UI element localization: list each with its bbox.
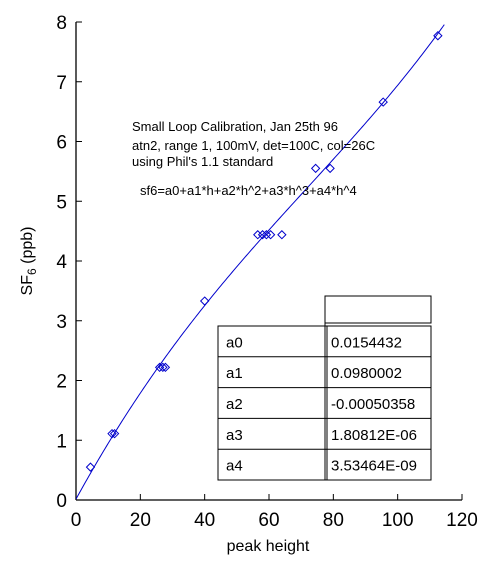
table-coef-name: a0 — [226, 334, 243, 351]
y-tick-label: 7 — [56, 73, 67, 94]
table-coef-value: 0.0154432 — [331, 334, 402, 351]
table-coef-name: a1 — [226, 365, 243, 382]
x-tick-label: 120 — [446, 510, 478, 531]
y-axis-label-main: SF — [19, 275, 36, 296]
x-tick-label: 20 — [130, 510, 151, 531]
data-point — [199, 296, 210, 306]
table-header-cell — [324, 295, 432, 324]
table-coef-name: a4 — [226, 458, 243, 475]
table-coef-value: 3.53464E-09 — [331, 458, 417, 475]
data-point — [378, 97, 388, 107]
x-axis-label: peak height — [227, 538, 310, 555]
table-coef-value: 1.80812E-06 — [331, 427, 417, 444]
x-tick-label: 0 — [71, 510, 82, 531]
x-tick-label: 40 — [194, 510, 215, 531]
annotation-line-2: atn2, range 1, 100mV, det=100C, col=26C — [132, 138, 375, 153]
data-point — [261, 230, 272, 240]
fit-curve-layer — [76, 24, 445, 500]
y-tick-label: 5 — [56, 192, 67, 213]
table-coef-value: 0.0980002 — [331, 365, 402, 382]
data-point — [265, 230, 276, 240]
axis-ticks: 0 20 40 60 80 100 120 0 1 2 3 4 5 6 7 8 — [56, 13, 477, 531]
data-point — [109, 428, 120, 439]
data-points-layer — [85, 31, 443, 472]
y-tick-label: 2 — [56, 372, 67, 393]
coefficients-table: a0 0.0154432 a1 0.0980002 a2 -0.00050358 a3 1.8… — [217, 295, 432, 481]
data-point — [253, 230, 263, 240]
y-tick-label: 8 — [56, 13, 67, 34]
x-tick-label: 60 — [258, 510, 279, 531]
data-point — [433, 31, 443, 41]
table-coef-name: a3 — [226, 427, 243, 444]
y-tick-label: 4 — [56, 252, 67, 273]
fit-curve — [76, 24, 445, 500]
data-point — [160, 362, 171, 373]
annotation-line-3: using Phil's 1.1 standard — [132, 154, 273, 169]
y-axis-label: SF6 (ppb) — [19, 227, 39, 296]
x-tick-label: 80 — [323, 510, 344, 531]
y-axis-label-unit: (ppb) — [19, 227, 36, 269]
y-tick-label: 6 — [56, 133, 67, 154]
y-axis-label-subscript: 6 — [25, 268, 39, 275]
data-point — [85, 462, 96, 472]
data-point — [325, 163, 335, 174]
y-tick-label: 0 — [56, 491, 67, 512]
x-tick-label: 100 — [382, 510, 414, 531]
data-point — [158, 362, 168, 373]
annotation-line-1: Small Loop Calibration, Jan 25th 96 — [132, 119, 338, 134]
table-coef-name: a2 — [226, 396, 243, 413]
y-tick-label: 3 — [56, 312, 67, 333]
table-coef-value: -0.00050358 — [331, 396, 415, 413]
data-point — [107, 428, 117, 439]
data-point — [310, 163, 321, 174]
data-point — [257, 230, 268, 240]
fit-formula: sf6=a0+a1*h+a2*h^2+a3*h^3+a4*h^4 — [140, 183, 357, 198]
data-point — [277, 230, 287, 240]
y-tick-label: 1 — [56, 431, 67, 452]
